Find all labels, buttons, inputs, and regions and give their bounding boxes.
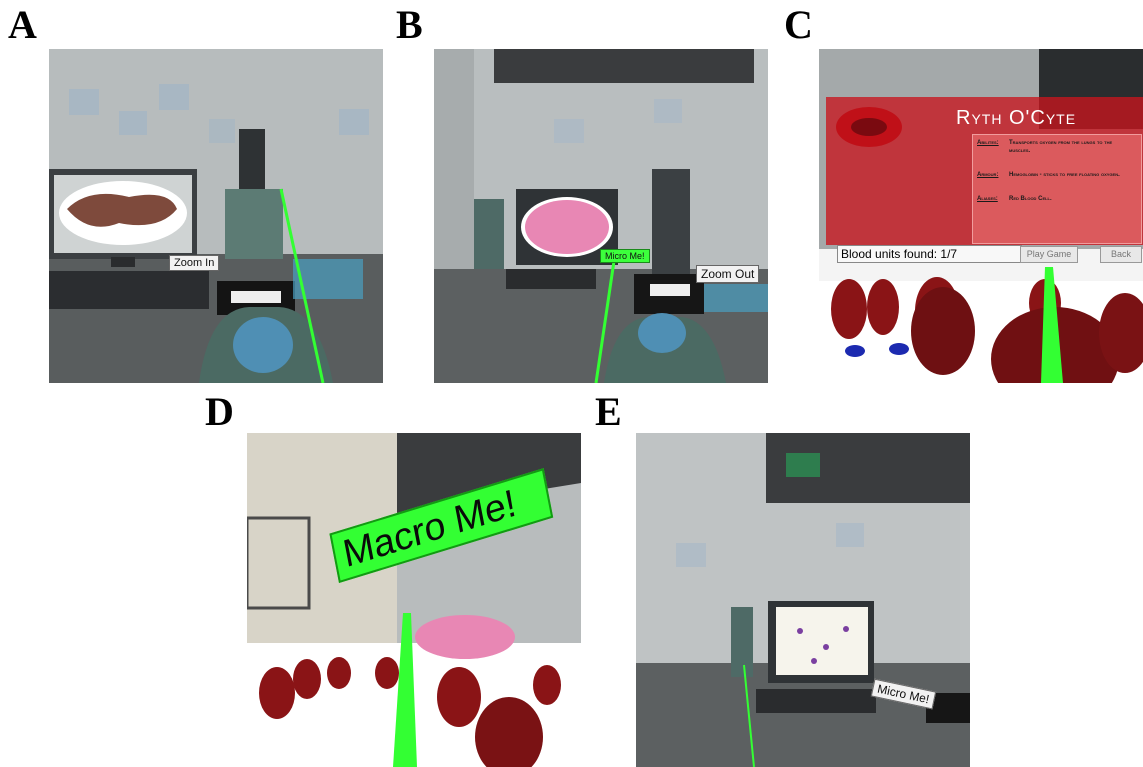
zoom-out-label[interactable]: Zoom Out: [696, 265, 760, 283]
panel-letter-c: C: [784, 2, 813, 47]
character-details: Abilites: Transports oxygen from the lung…: [972, 134, 1142, 244]
panel-a-screenshot: Zoom In: [49, 49, 383, 383]
panel-letter-d: D: [205, 389, 234, 434]
detail-value: Transports oxygen from the lungs to the …: [1009, 140, 1113, 154]
detail-key: Aliases:: [977, 196, 998, 202]
detail-value: Red Blood Cell.: [1009, 196, 1052, 202]
panel-c-screenshot: Ryth O'Cyte Abilites: Transports oxygen f…: [819, 49, 1143, 383]
panel-letter-a: A: [8, 2, 37, 47]
blood-units-counter: Blood units found: 1/7: [837, 245, 1022, 263]
micro-me-label[interactable]: Micro Me!: [600, 249, 650, 263]
panel-d-scene: [247, 433, 581, 767]
panel-letter-b: B: [396, 2, 423, 47]
character-card: Ryth O'Cyte Abilites: Transports oxygen f…: [826, 97, 1143, 245]
detail-key: Abilites:: [977, 140, 999, 146]
detail-row-armour: Armour: Hemoglobin - sticks to free float…: [977, 171, 1134, 179]
play-game-button[interactable]: Play Game: [1020, 246, 1078, 263]
panel-a-scene: [49, 49, 383, 383]
detail-row-abilities: Abilites: Transports oxygen from the lung…: [977, 139, 1134, 155]
panel-e-screenshot: Micro Me!: [636, 433, 970, 767]
character-name: Ryth O'Cyte: [956, 107, 1077, 129]
panel-letter-e: E: [595, 389, 622, 434]
panel-d-screenshot: Macro Me!: [247, 433, 581, 767]
panel-e-scene: [636, 433, 970, 767]
panel-b-screenshot: Micro Me! Zoom Out: [434, 49, 768, 383]
detail-key: Armour:: [977, 172, 999, 178]
red-blood-cell-icon: [836, 107, 902, 147]
detail-row-aliases: Aliases: Red Blood Cell.: [977, 195, 1134, 203]
detail-value: Hemoglobin - sticks to free floating oxy…: [1009, 172, 1120, 178]
panel-b-scene: [434, 49, 768, 383]
back-button[interactable]: Back: [1100, 246, 1142, 263]
zoom-in-label[interactable]: Zoom In: [169, 255, 220, 271]
